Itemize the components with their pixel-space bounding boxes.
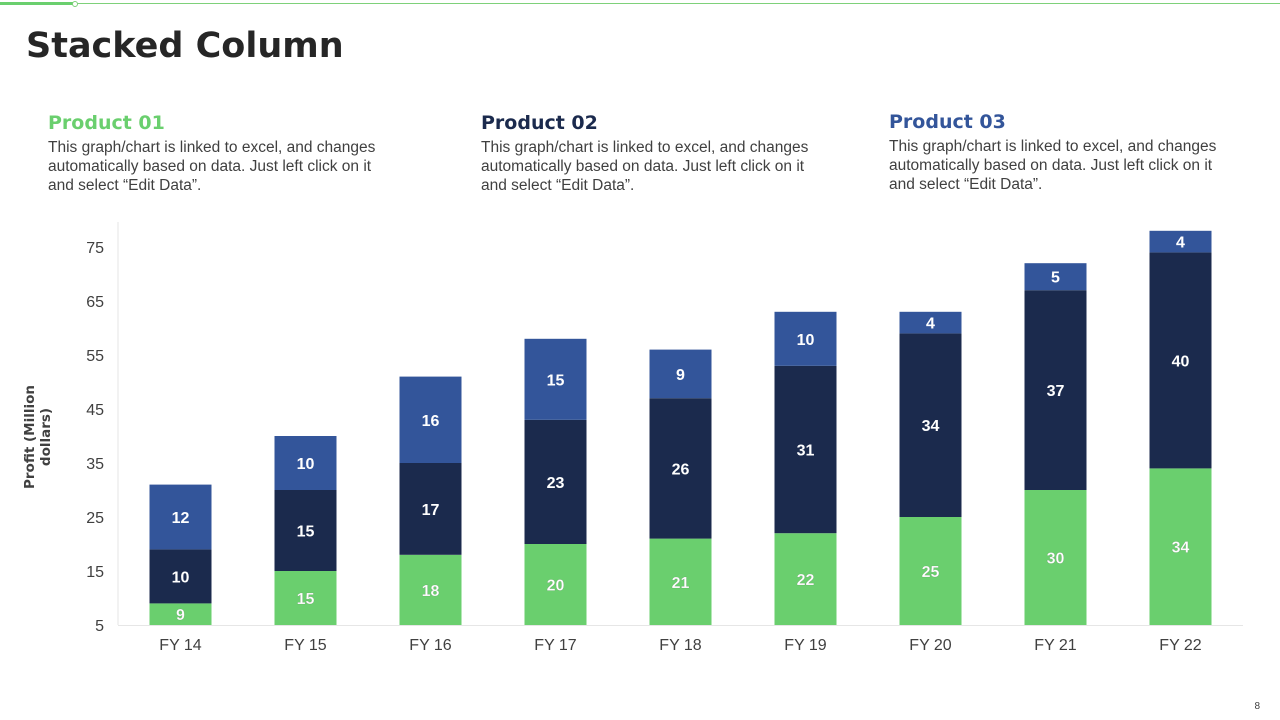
x-tick-label: FY 22 [1159, 637, 1202, 654]
bar-segment-product-03[interactable] [1024, 263, 1087, 291]
bar-segment-product-01[interactable] [774, 533, 837, 625]
data-label: 5 [1051, 270, 1060, 287]
bar-segment-product-01[interactable] [399, 554, 462, 625]
bar-group: 25 34 4 [899, 311, 962, 625]
data-label: 16 [422, 413, 440, 430]
bar-group: 22 31 10 [774, 311, 837, 625]
bar-segment-product-02[interactable] [524, 419, 587, 544]
data-label: 26 [672, 461, 690, 478]
product-02-block: Product 02 This graph/chart is linked to… [481, 112, 826, 195]
y-tick-labels: 5 15 25 35 45 55 65 75 [86, 240, 104, 635]
data-label: 18 [422, 583, 440, 600]
data-label: 31 [797, 443, 815, 460]
data-label: 10 [797, 332, 815, 349]
bar-segment-product-03[interactable] [149, 484, 212, 550]
data-label: 10 [172, 569, 190, 586]
bar-segment-product-01[interactable] [524, 544, 587, 625]
x-tick-label: FY 21 [1034, 637, 1077, 654]
bar-segment-product-02[interactable] [1149, 252, 1212, 469]
data-label: 10 [297, 456, 315, 473]
y-tick-label: 5 [95, 618, 104, 635]
data-label: 34 [1172, 540, 1190, 557]
x-tick-labels: FY 14 FY 15 FY 16 FY 17 FY 18 FY 19 FY 20 FY 21… [159, 637, 1202, 654]
data-label: 9 [176, 607, 185, 624]
bar-group: 18 17 16 [399, 376, 462, 625]
x-tick-label: FY 19 [784, 637, 827, 654]
product-03-block: Product 03 This graph/chart is linked to… [889, 111, 1234, 194]
bar-segment-product-01[interactable] [274, 571, 337, 625]
product-02-description: This graph/chart is linked to excel, and… [481, 139, 809, 194]
bar-segment-product-03[interactable] [524, 338, 587, 420]
page-number: 8 [1254, 701, 1260, 712]
bar-segment-product-02[interactable] [1024, 290, 1087, 490]
bar-segment-product-02[interactable] [649, 398, 712, 539]
x-tick-label: FY 16 [409, 637, 452, 654]
product-01-heading: Product 01 [48, 112, 165, 134]
bar-segment-product-03[interactable] [1149, 230, 1212, 253]
bar-segment-product-02[interactable] [149, 549, 212, 604]
bar-group: 15 15 10 [274, 436, 337, 625]
data-label: 22 [797, 572, 815, 589]
bar-segment-product-03[interactable] [274, 436, 337, 490]
bar-segment-product-03[interactable] [899, 311, 962, 334]
y-tick-label: 55 [86, 348, 104, 365]
y-tick-label: 75 [86, 240, 104, 257]
product-03-description: This graph/chart is linked to excel, and… [889, 138, 1217, 193]
product-02-heading: Product 02 [481, 112, 598, 134]
x-tick-label: FY 15 [284, 637, 327, 654]
bar-group: 30 37 5 [1024, 263, 1087, 625]
bar-groups: 9101215151018171620231521269223110253443… [149, 230, 1212, 625]
y-tick-label: 45 [86, 402, 104, 419]
data-label: 15 [297, 524, 315, 541]
bar-segment-product-02[interactable] [899, 333, 962, 517]
bar-group: 34 40 4 [1149, 230, 1212, 625]
x-tick-label: FY 20 [909, 637, 952, 654]
data-label: 4 [926, 316, 935, 333]
y-tick-label: 65 [86, 294, 104, 311]
bar-segment-product-03[interactable] [649, 349, 712, 399]
bar-group: 20 23 15 [524, 338, 587, 625]
x-tick-label: FY 14 [159, 637, 202, 654]
product-01-description: This graph/chart is linked to excel, and… [48, 139, 376, 194]
data-label: 40 [1172, 353, 1190, 370]
data-label: 12 [172, 510, 190, 527]
bar-segment-product-03[interactable] [399, 376, 462, 463]
data-label: 20 [547, 578, 565, 595]
bar-segment-product-02[interactable] [399, 463, 462, 555]
y-tick-label: 25 [86, 510, 104, 527]
product-01-block: Product 01 This graph/chart is linked to… [48, 112, 393, 195]
data-label: 9 [676, 367, 685, 384]
bar-segment-product-01[interactable] [1149, 468, 1212, 625]
y-tick-label: 15 [86, 564, 104, 581]
data-label: 34 [922, 418, 940, 435]
data-label: 37 [1047, 383, 1065, 400]
top-accent-bar [0, 2, 73, 5]
x-tick-label: FY 17 [534, 637, 577, 654]
product-03-heading: Product 03 [889, 111, 1006, 133]
data-label: 23 [547, 475, 565, 492]
y-tick-label: 35 [86, 456, 104, 473]
bar-segment-product-01[interactable] [149, 603, 212, 625]
data-label: 15 [297, 591, 315, 608]
data-label: 4 [1176, 235, 1185, 252]
data-label: 21 [672, 575, 690, 592]
bar-segment-product-02[interactable] [274, 490, 337, 571]
data-label: 15 [547, 372, 565, 389]
x-tick-label: FY 18 [659, 637, 702, 654]
bar-segment-product-03[interactable] [774, 311, 837, 366]
bar-group: 9 10 12 [149, 484, 212, 625]
slide-title: Stacked Column [26, 26, 344, 66]
bar-segment-product-01[interactable] [1024, 490, 1087, 625]
data-label: 17 [422, 502, 440, 519]
data-label: 25 [922, 564, 940, 581]
data-label: 30 [1047, 551, 1065, 568]
top-rule [0, 3, 1280, 4]
bar-group: 21 26 9 [649, 349, 712, 625]
top-accent-dot [72, 1, 78, 7]
bar-segment-product-01[interactable] [649, 538, 712, 625]
bar-segment-product-02[interactable] [774, 365, 837, 534]
bar-segment-product-01[interactable] [899, 517, 962, 625]
